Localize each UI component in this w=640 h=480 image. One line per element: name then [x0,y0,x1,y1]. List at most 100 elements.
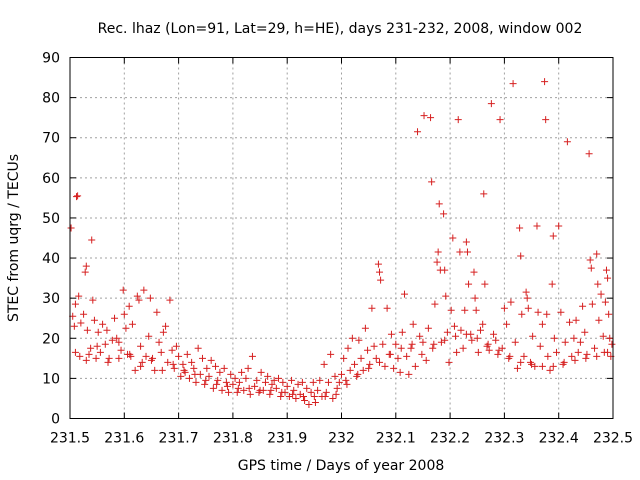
data-point [142,352,150,360]
x-tick-labels: 231.5 231.6 231.7 231.8 231.9 232 232.1 232.2 23… [50,431,633,447]
data-point [541,78,549,86]
data-point [594,280,602,288]
data-point [126,350,134,358]
data-point [333,384,341,392]
data-point [310,392,318,400]
data-point [103,326,111,334]
data-point [245,384,253,392]
x-tick-label: 231.5 [50,431,90,447]
data-point [533,222,541,230]
chart-title: Rec. lhaz (Lon=91, Lat=29, h=HE), days 2… [98,21,583,37]
y-tick-label: 50 [42,211,60,227]
data-point [233,388,241,396]
data-point [348,334,356,342]
data-point [474,348,482,356]
data-point [463,248,471,256]
data-point [246,390,254,398]
data-point [220,364,228,372]
data-point [517,358,525,366]
data-point [92,354,100,362]
data-point [169,360,177,368]
data-point [524,304,532,312]
data-point [270,376,278,384]
y-axis-label: STEC from uqrg / TECUs [6,154,22,322]
data-point [442,292,450,300]
y-tick-label: 90 [42,51,60,67]
data-point [528,360,536,368]
x-tick-label: 232 [328,431,355,447]
data-point [261,378,269,386]
data-point [164,358,172,366]
data-point [101,340,109,348]
data-point [452,332,460,340]
x-tick-label: 232.4 [539,431,579,447]
data-point [209,384,217,392]
data-point [370,342,378,350]
data-point [253,376,261,384]
data-point [394,354,402,362]
data-point [443,328,451,336]
data-point [574,348,582,356]
data-point [557,308,565,316]
data-point [203,364,211,372]
data-point [344,344,352,352]
data-point [159,328,167,336]
data-point [593,250,601,258]
data-point [324,378,332,386]
data-point [480,190,488,198]
data-point [377,276,385,284]
data-point [301,396,309,404]
data-point [329,394,337,402]
data-point [299,392,307,400]
data-point [365,364,373,372]
data-point [522,288,530,296]
data-point [177,372,185,380]
data-point [225,388,233,396]
data-point [201,380,209,388]
data-point [290,386,298,394]
data-point [331,372,339,380]
data-point [327,350,335,358]
data-point [94,328,102,336]
data-point [190,364,198,372]
data-point [383,304,391,312]
data-point [335,378,343,386]
data-point [303,384,311,392]
data-point [89,296,97,304]
data-point [379,340,387,348]
data-point [346,366,354,374]
data-point [586,256,594,264]
data-point [157,348,165,356]
data-point [275,374,283,382]
data-point [264,372,272,380]
y-tick-label: 40 [42,251,60,267]
data-point [368,304,376,312]
data-point [307,388,315,396]
data-point [445,358,453,366]
data-point [212,362,220,370]
data-point [419,338,427,346]
data-point [231,374,239,382]
data-point [496,116,504,124]
data-point [222,378,230,386]
data-point [183,350,191,358]
data-point [427,114,435,122]
data-point [386,350,394,358]
data-point [568,352,576,360]
data-point [191,370,199,378]
data-point [441,266,449,274]
data-point [397,344,405,352]
data-point [566,318,574,326]
data-point [128,320,136,328]
x-tick-label: 231.6 [104,431,144,447]
data-point [503,320,511,328]
data-point [429,344,437,352]
data-point [357,354,365,362]
data-point [434,248,442,256]
data-point [485,346,493,354]
data-point [511,338,519,346]
data-point [381,362,389,370]
data-point [294,380,302,388]
data-point [409,320,417,328]
data-point [593,352,601,360]
